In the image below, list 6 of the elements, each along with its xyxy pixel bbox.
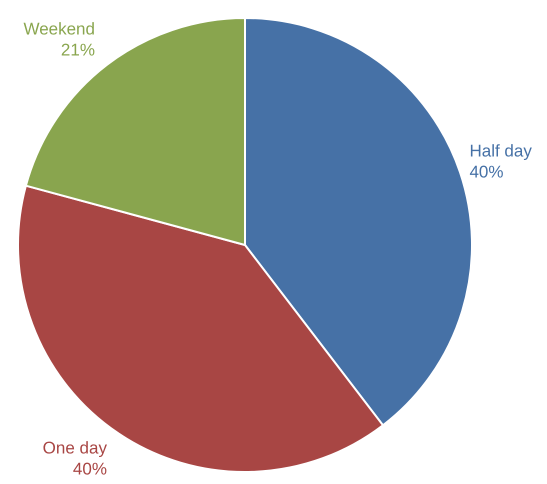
data-label: 40% xyxy=(72,459,107,478)
slice-label: Half day xyxy=(469,141,532,160)
slice-label: Weekend xyxy=(23,19,95,38)
data-label: 21% xyxy=(60,40,95,60)
slice-label: One day xyxy=(42,438,108,458)
data-label: 40% xyxy=(469,162,504,182)
